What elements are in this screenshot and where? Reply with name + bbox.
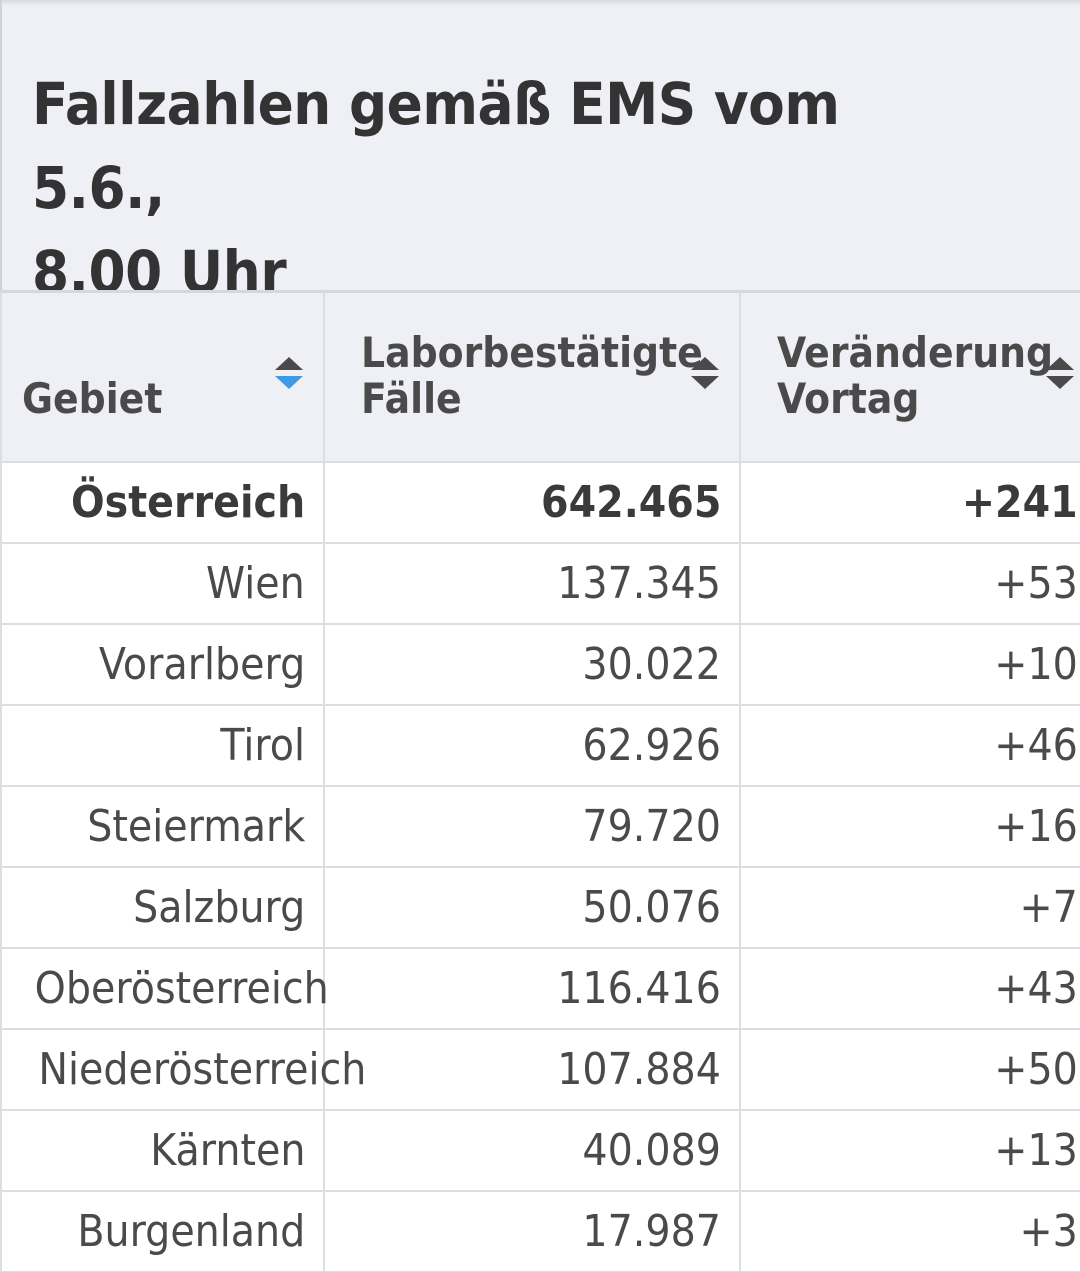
cell-faelle-text: 17.987 xyxy=(582,1205,721,1257)
cell-faelle-text: 30.022 xyxy=(582,638,721,690)
cell-faelle-text: 137.345 xyxy=(557,557,721,609)
cell-veraenderung: +43 xyxy=(739,946,1080,1030)
cell-faelle: 30.022 xyxy=(323,622,741,706)
table-row: Tirol 62.926 +46 xyxy=(0,703,1080,787)
table-row-total: Österreich 642.465 +241 xyxy=(0,460,1080,544)
cell-gebiet: Tirol xyxy=(0,703,325,787)
cell-faelle-text: 40.089 xyxy=(582,1124,721,1176)
table-row: Vorarlberg 30.022 +10 xyxy=(0,622,1080,706)
table-row: Niederösterreich 107.884 +50 xyxy=(0,1027,1080,1111)
cell-veraenderung: +10 xyxy=(739,622,1080,706)
column-label-gebiet: Gebiet xyxy=(22,374,163,423)
cell-gebiet: Burgenland xyxy=(0,1189,325,1272)
table-row: Wien 137.345 +53 xyxy=(0,541,1080,625)
cell-gebiet: Steiermark xyxy=(0,784,325,868)
cell-gebiet: Vorarlberg xyxy=(0,622,325,706)
cell-faelle-text: 116.416 xyxy=(557,962,721,1014)
table-row: Burgenland 17.987 +3 xyxy=(0,1189,1080,1272)
table-row: Oberösterreich 116.416 +43 xyxy=(0,946,1080,1030)
table-row: Kärnten 40.089 +13 xyxy=(0,1108,1080,1192)
cell-gebiet-text: Salzburg xyxy=(132,881,305,933)
cell-veraenderung: +46 xyxy=(739,703,1080,787)
cell-faelle: 116.416 xyxy=(323,946,741,1030)
cell-veraenderung-text: +10 xyxy=(994,638,1078,690)
cell-veraenderung: +16 xyxy=(739,784,1080,868)
column-header-faelle[interactable]: Laborbestätigte Fälle xyxy=(323,290,741,463)
cell-faelle-text: 50.076 xyxy=(582,881,721,933)
cell-faelle: 642.465 xyxy=(323,460,741,544)
cell-veraenderung-text: +3 xyxy=(1019,1205,1078,1257)
cell-gebiet-text: Niederösterreich xyxy=(38,1043,367,1095)
cell-veraenderung-text: +241 xyxy=(962,476,1078,528)
cases-table: Gebiet Laborbestätigte Fälle Veränderung… xyxy=(0,290,1080,1272)
cell-veraenderung-text: +43 xyxy=(994,962,1078,1014)
table-header-row: Gebiet Laborbestätigte Fälle Veränderung… xyxy=(0,290,1080,463)
cell-veraenderung: +53 xyxy=(739,541,1080,625)
cell-faelle-text: 642.465 xyxy=(540,476,721,528)
sort-icon[interactable] xyxy=(1045,355,1075,391)
cell-gebiet-text: Steiermark xyxy=(86,800,305,852)
cell-gebiet-text: Burgenland xyxy=(77,1205,305,1257)
cell-faelle-text: 79.720 xyxy=(582,800,721,852)
cell-faelle: 62.926 xyxy=(323,703,741,787)
cell-gebiet-text: Wien xyxy=(206,557,305,609)
cell-veraenderung: +50 xyxy=(739,1027,1080,1111)
cell-faelle: 79.720 xyxy=(323,784,741,868)
cell-veraenderung-text: +53 xyxy=(994,557,1078,609)
cell-veraenderung-text: +46 xyxy=(994,719,1078,771)
cell-veraenderung: +7 xyxy=(739,865,1080,949)
cell-veraenderung-text: +16 xyxy=(994,800,1078,852)
cell-faelle: 107.884 xyxy=(323,1027,741,1111)
cell-gebiet-text: Oberösterreich xyxy=(34,962,329,1014)
cell-gebiet: Österreich xyxy=(0,460,325,544)
column-header-gebiet[interactable]: Gebiet xyxy=(0,290,325,463)
column-label-faelle: Laborbestätigte Fälle xyxy=(361,328,703,423)
cell-gebiet: Niederösterreich xyxy=(0,1027,366,1111)
cell-gebiet-text: Tirol xyxy=(220,719,305,771)
cell-gebiet-text: Österreich xyxy=(70,476,305,528)
table-row: Steiermark 79.720 +16 xyxy=(0,784,1080,868)
cell-gebiet-text: Kärnten xyxy=(149,1124,305,1176)
cell-veraenderung-text: +50 xyxy=(994,1043,1078,1095)
table-caption-area: Fallzahlen gemäß EMS vom 5.6., 8.00 Uhr xyxy=(0,0,1080,306)
table-row: Salzburg 50.076 +7 xyxy=(0,865,1080,949)
cell-gebiet: Salzburg xyxy=(0,865,325,949)
sort-icon[interactable] xyxy=(690,355,720,391)
cell-veraenderung: +241 xyxy=(739,460,1080,544)
cell-veraenderung: +3 xyxy=(739,1189,1080,1272)
cell-faelle: 40.089 xyxy=(323,1108,741,1192)
cell-faelle: 50.076 xyxy=(323,865,741,949)
cell-faelle-text: 107.884 xyxy=(557,1043,721,1095)
cell-gebiet: Wien xyxy=(0,541,325,625)
cell-faelle: 137.345 xyxy=(323,541,741,625)
column-label-veraenderung: Veränderung Vortag xyxy=(777,328,1054,423)
cell-veraenderung: +13 xyxy=(739,1108,1080,1192)
cell-faelle-text: 62.926 xyxy=(582,719,721,771)
cell-veraenderung-text: +13 xyxy=(994,1124,1078,1176)
cell-gebiet: Oberösterreich xyxy=(0,946,329,1030)
column-header-veraenderung[interactable]: Veränderung Vortag xyxy=(739,290,1080,463)
cell-faelle: 17.987 xyxy=(323,1189,741,1272)
page-title: Fallzahlen gemäß EMS vom 5.6., 8.00 Uhr xyxy=(32,70,840,306)
top-shadow xyxy=(2,0,1080,6)
cell-veraenderung-text: +7 xyxy=(1019,881,1078,933)
cell-gebiet-text: Vorarlberg xyxy=(98,638,305,690)
sort-ascending-icon[interactable] xyxy=(274,355,304,391)
cell-gebiet: Kärnten xyxy=(0,1108,325,1192)
